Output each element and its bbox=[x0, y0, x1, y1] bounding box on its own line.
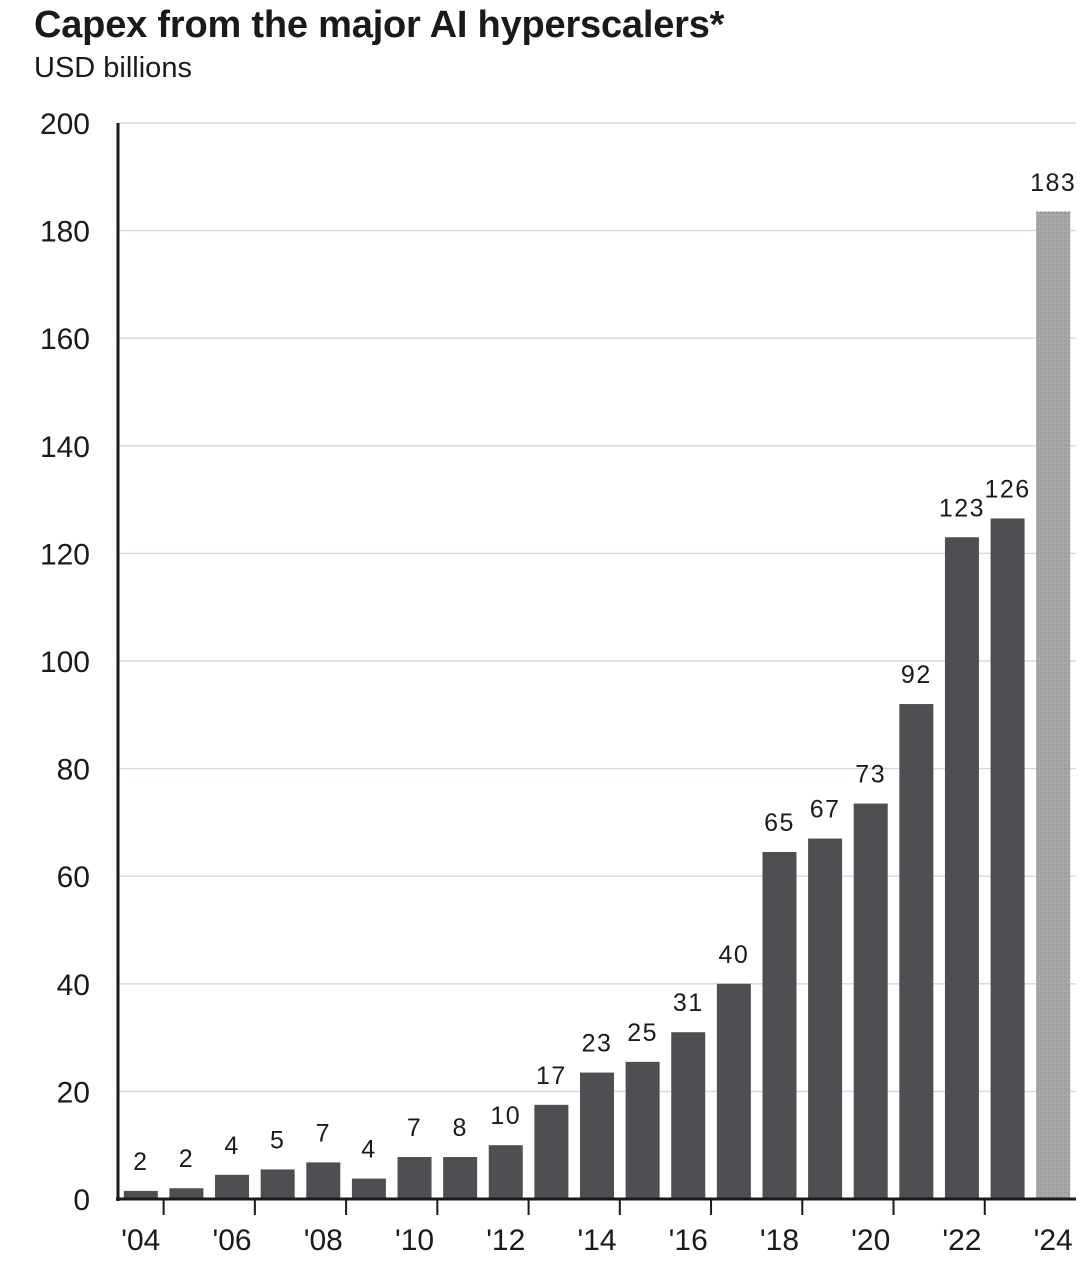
data-label: 183 bbox=[1030, 169, 1076, 197]
data-label: 7 bbox=[316, 1119, 331, 1147]
x-tick-label: '12 bbox=[486, 1224, 525, 1257]
bar-2010 bbox=[397, 1157, 432, 1199]
bar-2021 bbox=[899, 704, 934, 1199]
data-label: 40 bbox=[718, 941, 749, 969]
data-label: 67 bbox=[810, 796, 841, 824]
bar-2015 bbox=[625, 1061, 660, 1199]
data-label: 73 bbox=[855, 761, 886, 789]
data-label: 23 bbox=[582, 1030, 613, 1058]
y-tick-label: 140 bbox=[40, 431, 90, 464]
y-tick-label: 160 bbox=[40, 323, 90, 356]
data-label: 2 bbox=[133, 1148, 148, 1176]
bar-2011 bbox=[443, 1157, 478, 1199]
x-tick-label: '24 bbox=[1034, 1224, 1073, 1257]
y-tick-label: 40 bbox=[57, 969, 90, 1002]
bar-2019 bbox=[808, 838, 843, 1199]
data-label: 7 bbox=[407, 1114, 422, 1142]
x-tick-label: '04 bbox=[121, 1224, 160, 1257]
data-label: 126 bbox=[984, 475, 1030, 503]
y-tick-label: 20 bbox=[57, 1076, 90, 1109]
bar-2006 bbox=[215, 1174, 250, 1199]
bar-2020 bbox=[853, 803, 888, 1199]
x-tick-label: '06 bbox=[212, 1224, 251, 1257]
x-tick-label: '14 bbox=[577, 1224, 616, 1257]
bar-2007 bbox=[260, 1169, 295, 1199]
data-label: 123 bbox=[939, 494, 985, 522]
data-label: 2 bbox=[179, 1145, 194, 1173]
x-tick-label: '22 bbox=[942, 1224, 981, 1257]
data-label: 4 bbox=[224, 1132, 239, 1160]
bar-2017 bbox=[716, 983, 751, 1199]
bars bbox=[123, 211, 1071, 1199]
y-tick-label: 80 bbox=[57, 754, 90, 787]
data-label: 92 bbox=[901, 661, 932, 689]
bar-2005 bbox=[169, 1188, 204, 1199]
chart-title: Capex from the major AI hyperscalers* bbox=[34, 4, 725, 46]
bar-2024-estimate bbox=[1036, 211, 1071, 1199]
bar-2014 bbox=[580, 1072, 614, 1199]
bar-2009 bbox=[351, 1178, 386, 1199]
y-tick-label: 200 bbox=[40, 108, 90, 141]
bar-2013 bbox=[534, 1104, 569, 1199]
data-label: 31 bbox=[673, 989, 704, 1017]
data-label: 25 bbox=[627, 1019, 658, 1047]
axes: 0 20 40 60 80 100 120 140 160 180 200 '04 '06 '08 '10 '… bbox=[40, 108, 1076, 1257]
y-tick-label: 60 bbox=[57, 861, 90, 894]
data-label: 5 bbox=[270, 1126, 285, 1154]
bar-2018 bbox=[762, 851, 797, 1199]
bar-2004 bbox=[123, 1190, 158, 1199]
bar-2016 bbox=[671, 1032, 706, 1199]
y-tick-label: 100 bbox=[40, 646, 90, 679]
x-tick-label: '20 bbox=[851, 1224, 890, 1257]
data-label: 4 bbox=[361, 1136, 376, 1164]
bar-2023 bbox=[990, 518, 1025, 1199]
data-label: 65 bbox=[764, 809, 795, 837]
y-tick-label: 120 bbox=[40, 538, 90, 571]
x-tick-label: '08 bbox=[304, 1224, 343, 1257]
x-tick-label: '10 bbox=[395, 1224, 434, 1257]
data-label: 10 bbox=[490, 1102, 521, 1130]
x-tick-label: '18 bbox=[760, 1224, 799, 1257]
data-label: 8 bbox=[452, 1114, 467, 1142]
x-tick-label: '16 bbox=[669, 1224, 708, 1257]
bar-2012 bbox=[488, 1145, 523, 1199]
chart-subtitle: USD billions bbox=[34, 52, 192, 84]
bar-2008 bbox=[306, 1162, 341, 1199]
y-tick-label: 0 bbox=[73, 1184, 90, 1217]
bar-2022 bbox=[944, 537, 979, 1199]
data-label: 17 bbox=[536, 1062, 567, 1090]
y-tick-label: 180 bbox=[40, 216, 90, 249]
